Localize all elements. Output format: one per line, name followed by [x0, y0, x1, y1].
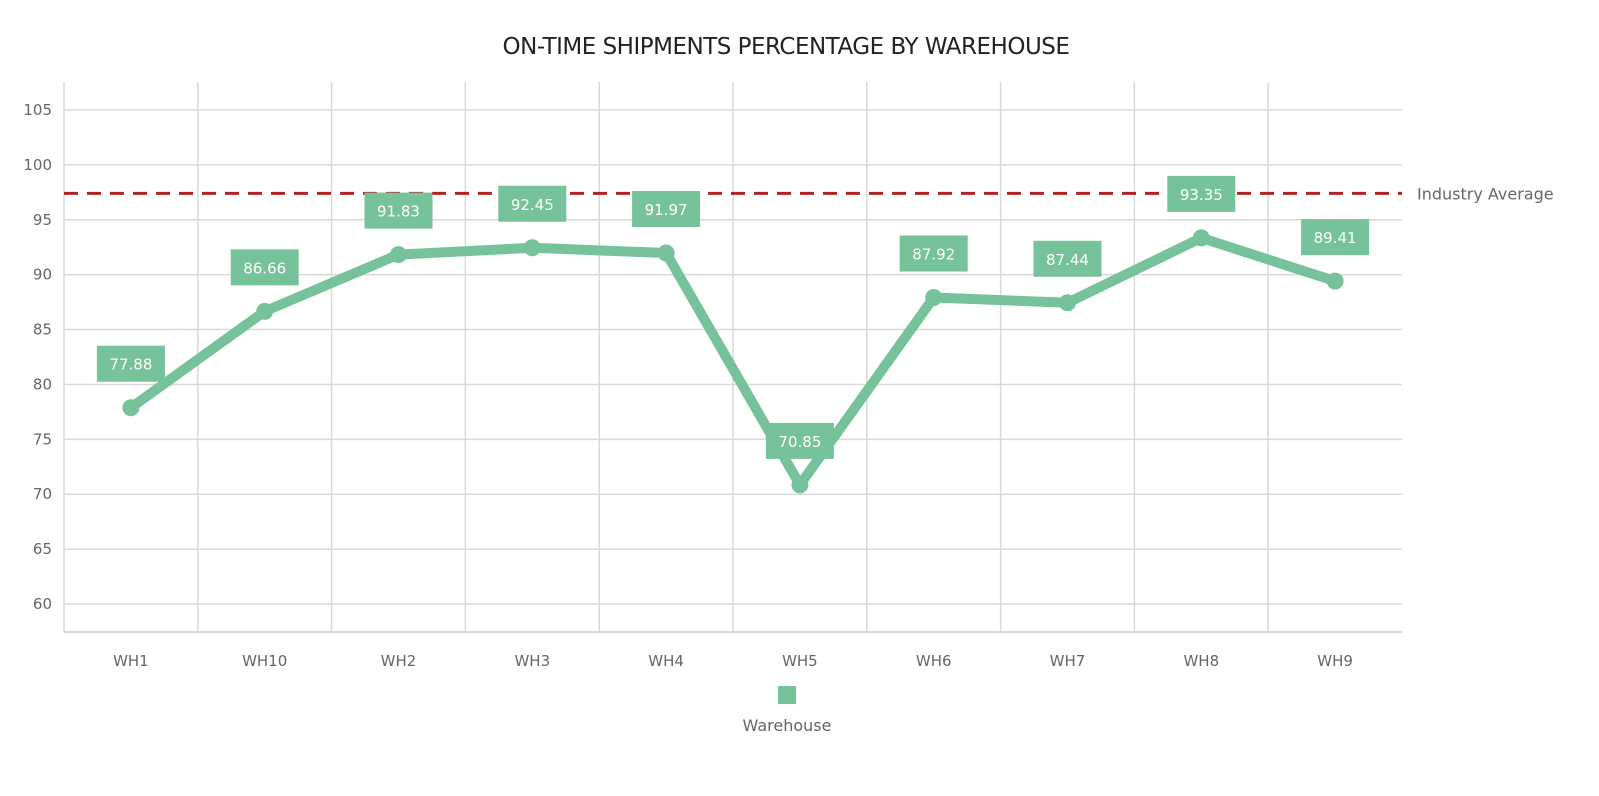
legend-label-warehouse: Warehouse: [742, 716, 832, 735]
data-label: 91.97: [645, 201, 688, 219]
data-label-box: [364, 192, 433, 229]
reference-line-group: Industry Average: [64, 184, 1554, 203]
data-label: 77.88: [109, 356, 152, 374]
y-tick-label: 60: [33, 595, 52, 613]
data-label: 93.35: [1180, 186, 1223, 204]
data-point: [1192, 229, 1210, 247]
data-point: [1059, 294, 1076, 312]
data-point: [390, 246, 407, 264]
series-warehouse: [122, 229, 1344, 494]
grid: [63, 82, 1402, 633]
x-tick-label: WH10: [242, 652, 287, 670]
legend[interactable]: Warehouse: [727, 686, 847, 735]
data-labels: 77.88 86.66 91.83 92.45 91.97 70.85 87.92 87.44…: [96, 175, 1370, 459]
x-axis: WH1 WH10 WH2 WH3 WH4 WH5 WH6 WH7 WH8 WH9: [113, 652, 1353, 670]
data-point: [1326, 272, 1344, 290]
x-tick-label: WH6: [916, 652, 952, 670]
x-tick-label: WH9: [1317, 652, 1353, 670]
y-tick-label: 90: [33, 266, 52, 284]
industry-average-label: Industry Average: [1417, 184, 1554, 203]
x-tick-label: WH1: [113, 652, 149, 670]
y-axis: 60 65 70 75 80 85 90 95 100 105: [23, 101, 52, 613]
data-label-box: [1033, 240, 1102, 277]
y-tick-label: 105: [23, 101, 52, 119]
data-point: [122, 399, 140, 417]
data-label-box: [1301, 219, 1370, 256]
y-tick-label: 65: [33, 540, 52, 558]
data-label-box: [899, 235, 968, 272]
y-tick-label: 100: [23, 156, 52, 174]
y-tick-label: 75: [33, 430, 52, 448]
data-label-box: [96, 345, 165, 382]
data-label: 87.44: [1046, 251, 1089, 269]
data-point: [791, 476, 809, 494]
x-tick-label: WH8: [1183, 652, 1219, 670]
data-point: [925, 289, 943, 307]
y-tick-label: 85: [33, 321, 52, 339]
x-tick-label: WH3: [514, 652, 550, 670]
y-tick-label: 95: [33, 211, 52, 229]
data-label: 86.66: [243, 259, 286, 277]
data-point: [657, 244, 675, 262]
data-label-box: [230, 249, 299, 286]
x-tick-label: WH2: [381, 652, 417, 670]
x-tick-label: WH4: [648, 652, 684, 670]
data-point: [256, 302, 274, 320]
data-label-box: [632, 191, 701, 228]
data-point: [523, 239, 541, 257]
legend-swatch-warehouse: [778, 686, 796, 704]
series-line: [127, 232, 1337, 490]
x-tick-label: WH5: [782, 652, 818, 670]
data-label: 87.92: [912, 246, 955, 264]
data-label: 89.41: [1314, 229, 1357, 247]
data-label-box: [1167, 175, 1236, 212]
x-tick-label: WH7: [1050, 652, 1086, 670]
data-label-box: [765, 422, 834, 459]
data-label: 92.45: [511, 196, 554, 214]
chart-title: ON-TIME SHIPMENTS PERCENTAGE BY WAREHOUS…: [502, 34, 1070, 60]
y-tick-label: 70: [33, 485, 52, 503]
data-label: 91.83: [377, 203, 420, 221]
data-label-box: [498, 185, 567, 222]
y-tick-label: 80: [33, 375, 52, 393]
data-label: 70.85: [778, 433, 821, 451]
